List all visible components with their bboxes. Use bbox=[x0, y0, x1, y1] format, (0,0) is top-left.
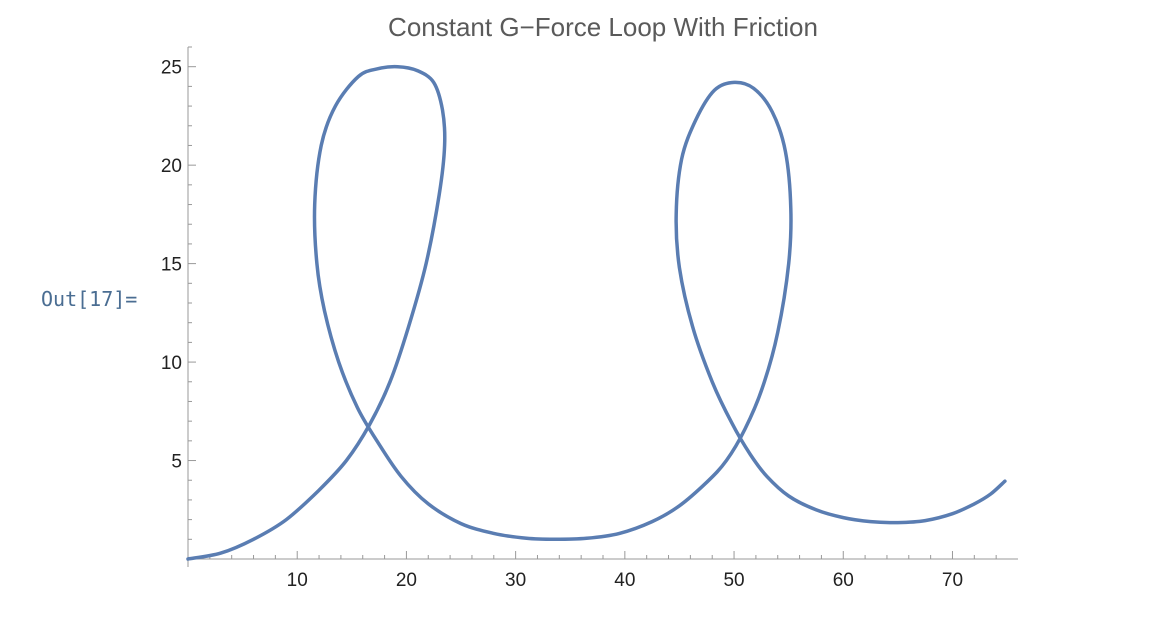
output-cell-label: Out[17]= bbox=[41, 287, 138, 311]
y-tick-label: 5 bbox=[171, 452, 182, 473]
x-tick-label: 50 bbox=[723, 570, 744, 591]
series-line-0 bbox=[186, 64, 1007, 561]
x-tick-label: 10 bbox=[287, 570, 308, 591]
x-tick-label: 30 bbox=[505, 570, 526, 591]
y-tick-label: 20 bbox=[161, 156, 182, 177]
y-tick-label: 15 bbox=[161, 255, 182, 276]
x-tick-label: 60 bbox=[833, 570, 854, 591]
x-tick-label: 70 bbox=[942, 570, 963, 591]
y-tick-label: 25 bbox=[161, 58, 182, 79]
x-tick-label: 40 bbox=[614, 570, 635, 591]
x-tick-label: 20 bbox=[396, 570, 417, 591]
y-tick-label: 10 bbox=[161, 353, 182, 374]
chart-title: Constant G−Force Loop With Friction bbox=[388, 12, 818, 42]
